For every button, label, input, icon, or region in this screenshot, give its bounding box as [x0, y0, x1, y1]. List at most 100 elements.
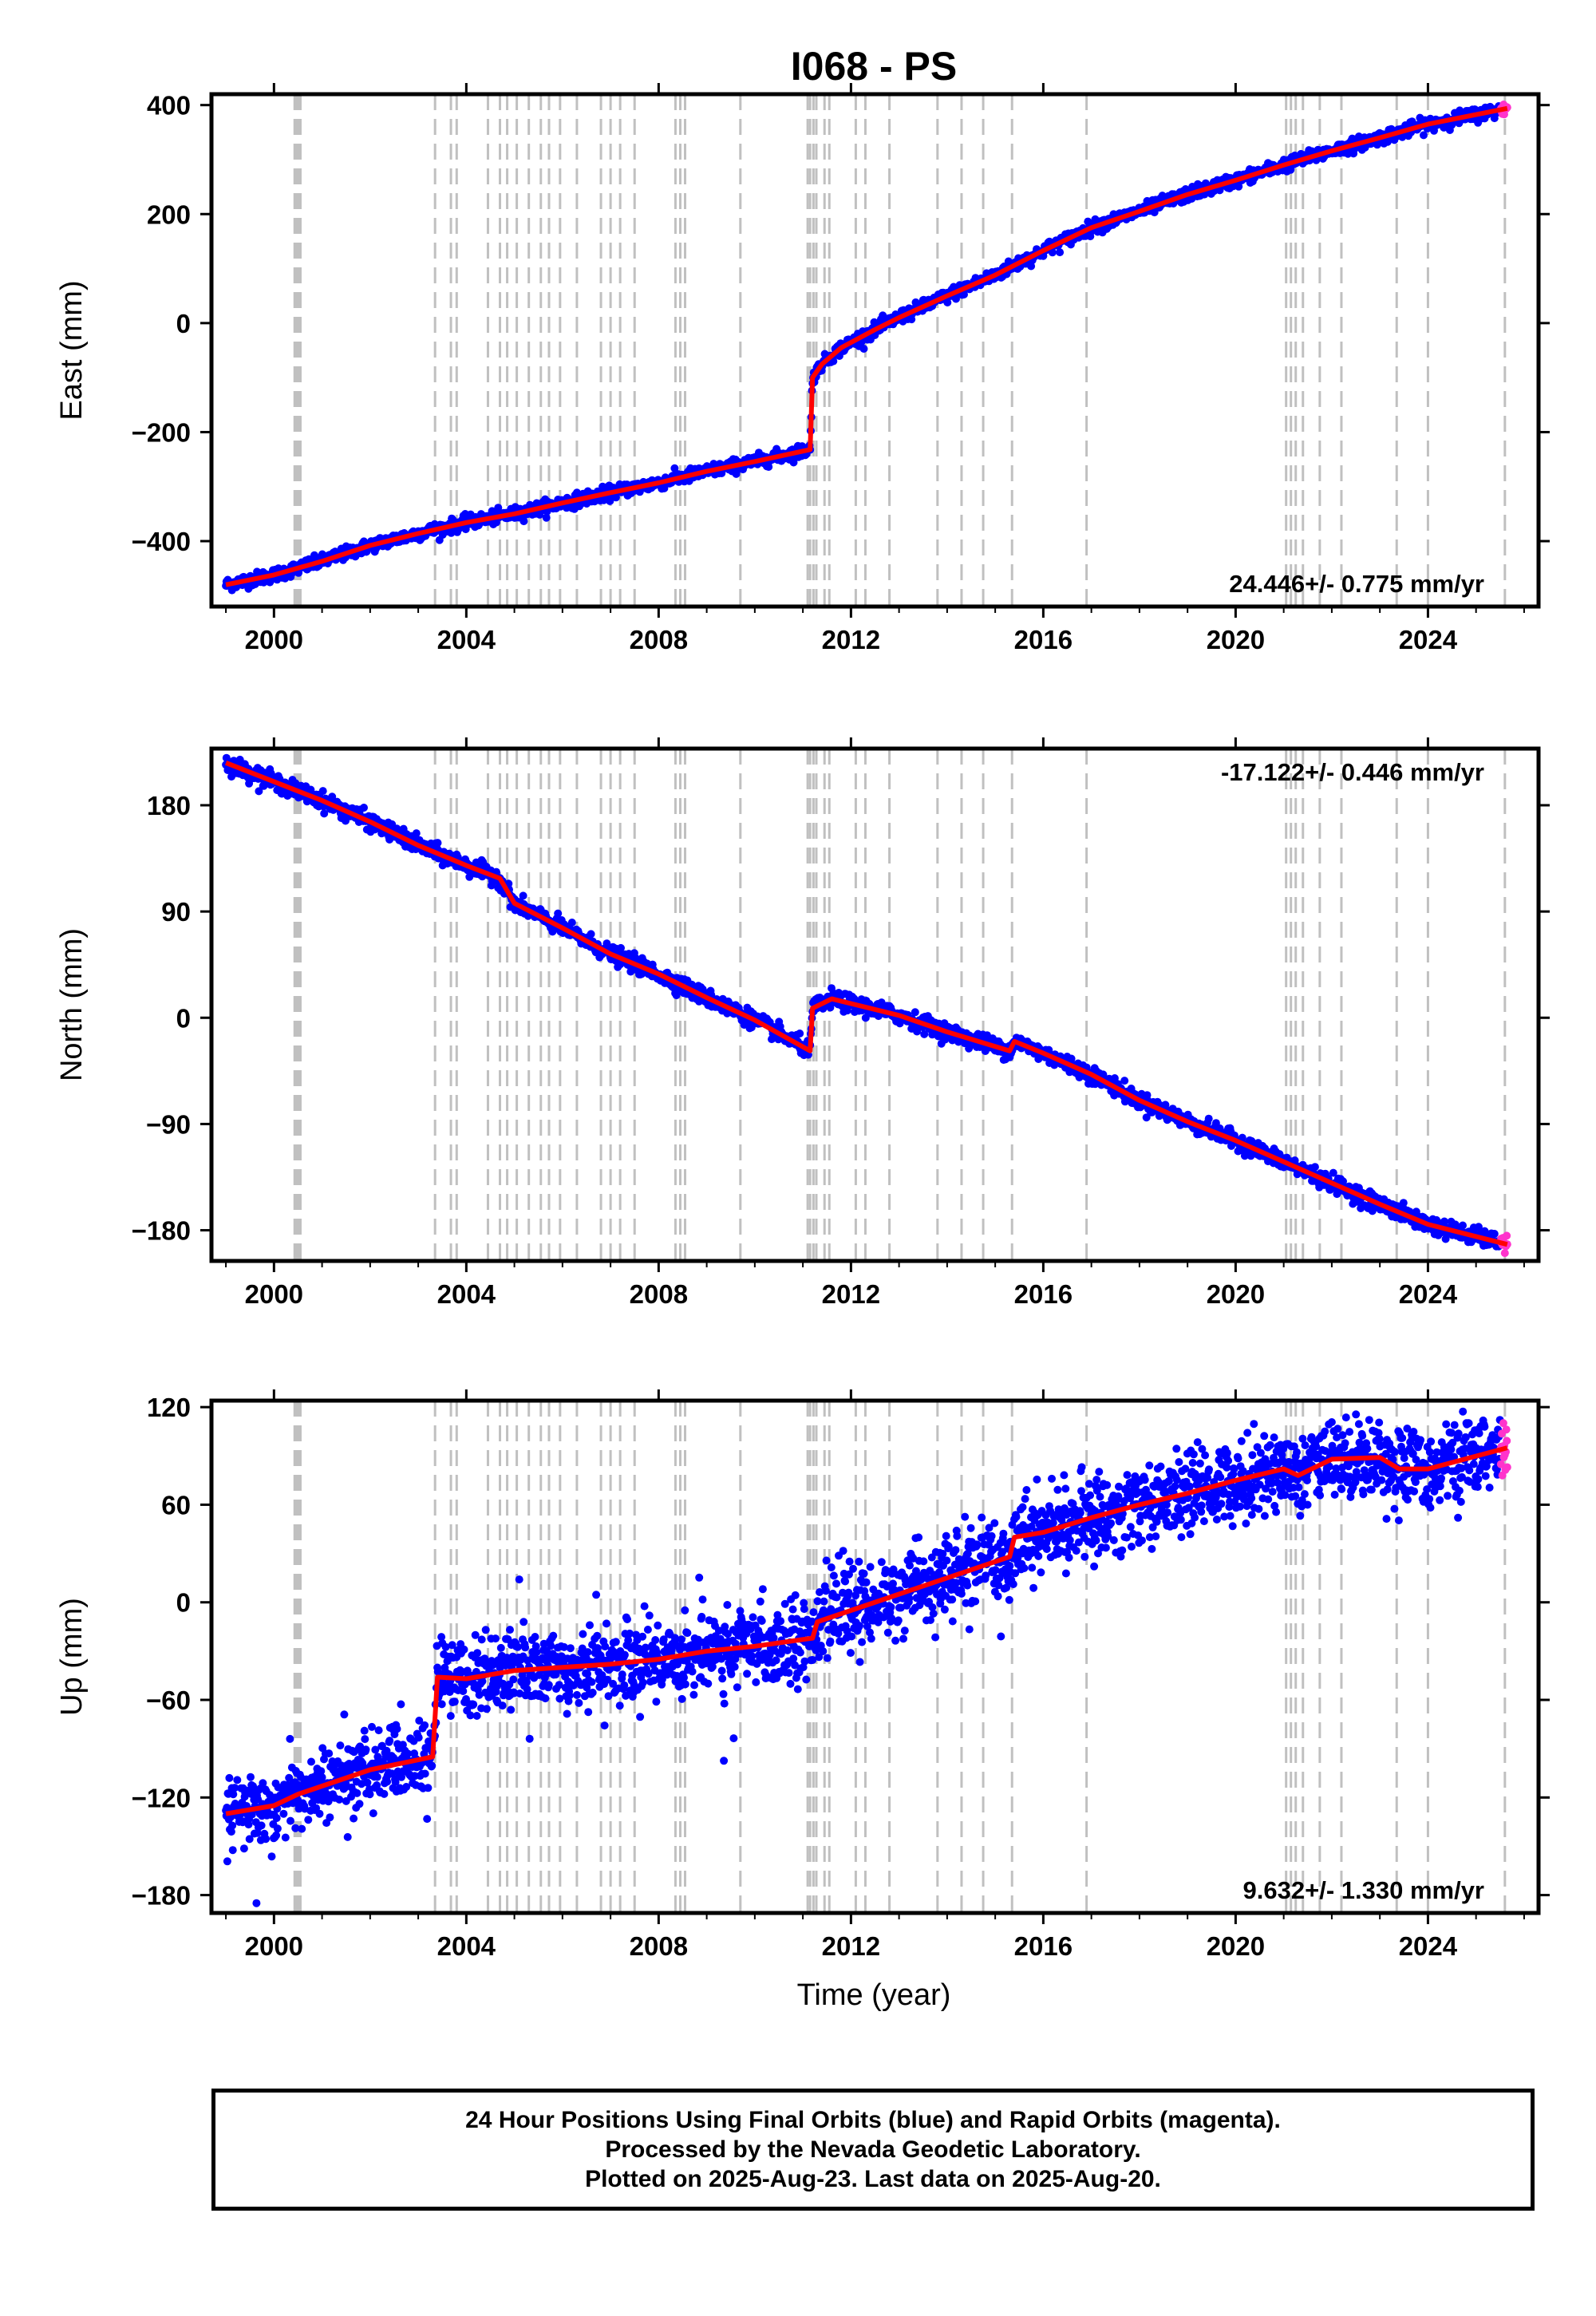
- y-tick-label: 0: [176, 309, 191, 338]
- data-point: [397, 1773, 405, 1781]
- data-point: [371, 1745, 380, 1754]
- data-point: [1204, 1114, 1213, 1123]
- y-tick-label: −180: [132, 1216, 191, 1246]
- data-point: [1161, 1101, 1170, 1109]
- data-point: [1056, 248, 1065, 257]
- data-point: [228, 1846, 237, 1855]
- data-point: [611, 493, 620, 502]
- y-tick-label: −200: [132, 417, 191, 447]
- data-point: [397, 1700, 405, 1709]
- data-point: [231, 1784, 239, 1792]
- data-point: [273, 1824, 282, 1833]
- x-tick-label: 2008: [630, 1279, 688, 1309]
- y-tick-label: 400: [147, 91, 191, 121]
- data-point: [861, 1014, 870, 1022]
- data-point: [1490, 1230, 1499, 1238]
- data-point: [336, 1741, 345, 1750]
- data-point: [369, 1809, 377, 1818]
- data-point: [318, 1773, 326, 1781]
- data-point: [267, 1852, 276, 1861]
- data-point: [233, 1776, 242, 1784]
- data-point: [542, 513, 551, 522]
- x-tick-label: 2008: [630, 625, 688, 654]
- data-point: [223, 1857, 231, 1866]
- data-point: [519, 517, 528, 526]
- data-point: [247, 1773, 255, 1781]
- data-point: [796, 1030, 804, 1037]
- model-line: [225, 105, 1508, 587]
- data-point: [1459, 1221, 1467, 1230]
- data-point: [391, 1778, 400, 1786]
- data-point: [373, 1781, 381, 1789]
- final-orbit-points: [222, 102, 1504, 595]
- data-point: [304, 1816, 313, 1824]
- y-tick-label: −400: [132, 527, 191, 556]
- north-panel: 2000 2004 2008 2012 2016 2020 2024−180−9009018…: [55, 737, 1550, 1309]
- data-point: [326, 1813, 334, 1822]
- data-point: [286, 1734, 294, 1743]
- data-point: [368, 1722, 376, 1731]
- data-point: [281, 1833, 290, 1842]
- data-point: [472, 1712, 481, 1720]
- data-point: [1238, 1133, 1246, 1142]
- data-point: [446, 1712, 455, 1721]
- data-point: [239, 1844, 248, 1853]
- x-tick-label: 2016: [1014, 1279, 1073, 1309]
- y-tick-label: 90: [161, 897, 191, 927]
- data-point: [317, 1767, 326, 1776]
- data-point: [471, 1630, 480, 1639]
- data-point: [437, 1700, 446, 1709]
- data-point: [262, 1835, 271, 1844]
- x-tick-label: 2000: [245, 625, 303, 654]
- data-point: [228, 1821, 237, 1830]
- east-panel: 2000 2004 2008 2012 2016 2020 2024−400−2000200…: [55, 83, 1550, 654]
- data-point: [373, 1773, 381, 1781]
- data-point: [286, 1816, 294, 1825]
- up-panel: 2000 2004 2008 2012 2016 2020 2024−180−120−600…: [55, 1389, 1550, 1961]
- data-point: [355, 1800, 364, 1808]
- data-point: [1310, 1163, 1319, 1172]
- data-point: [1440, 1217, 1448, 1226]
- data-point: [1500, 1249, 1509, 1258]
- y-axis-label: East (mm): [55, 280, 89, 420]
- data-point: [631, 954, 640, 962]
- data-point: [433, 1667, 442, 1676]
- data-point: [421, 1769, 429, 1778]
- data-point: [415, 1717, 424, 1725]
- data-point: [587, 930, 595, 939]
- x-tick-label: 2012: [822, 625, 880, 654]
- data-point: [554, 909, 563, 918]
- data-point: [473, 1649, 482, 1658]
- data-point: [285, 1773, 294, 1782]
- data-point: [307, 1757, 315, 1766]
- data-point: [960, 290, 968, 298]
- data-point: [412, 829, 421, 838]
- data-point: [227, 1828, 235, 1836]
- data-point: [320, 809, 329, 818]
- x-tick-label: 2016: [1014, 625, 1073, 654]
- data-point: [291, 1824, 300, 1832]
- data-point: [1441, 1235, 1450, 1243]
- data-point: [859, 345, 868, 353]
- data-point: [374, 1726, 383, 1735]
- y-tick-label: −90: [146, 1109, 191, 1139]
- model-line: [225, 761, 1508, 1247]
- data-point: [363, 1778, 372, 1787]
- data-point: [380, 1789, 389, 1798]
- data-point: [404, 1749, 413, 1758]
- data-point: [450, 1697, 459, 1706]
- data-point: [360, 804, 368, 812]
- data-point: [361, 1735, 369, 1744]
- data-point: [1048, 248, 1057, 257]
- data-point: [448, 1641, 456, 1650]
- velocity-label: 24.446+/- 0.775 mm/yr: [1229, 570, 1484, 598]
- data-point: [466, 1711, 475, 1720]
- data-point: [259, 1779, 267, 1788]
- data-point: [421, 1721, 429, 1729]
- y-tick-label: 180: [147, 791, 191, 820]
- data-point: [272, 1814, 281, 1823]
- data-point: [441, 1642, 450, 1651]
- data-point: [1329, 1168, 1337, 1177]
- data-point: [475, 1690, 484, 1699]
